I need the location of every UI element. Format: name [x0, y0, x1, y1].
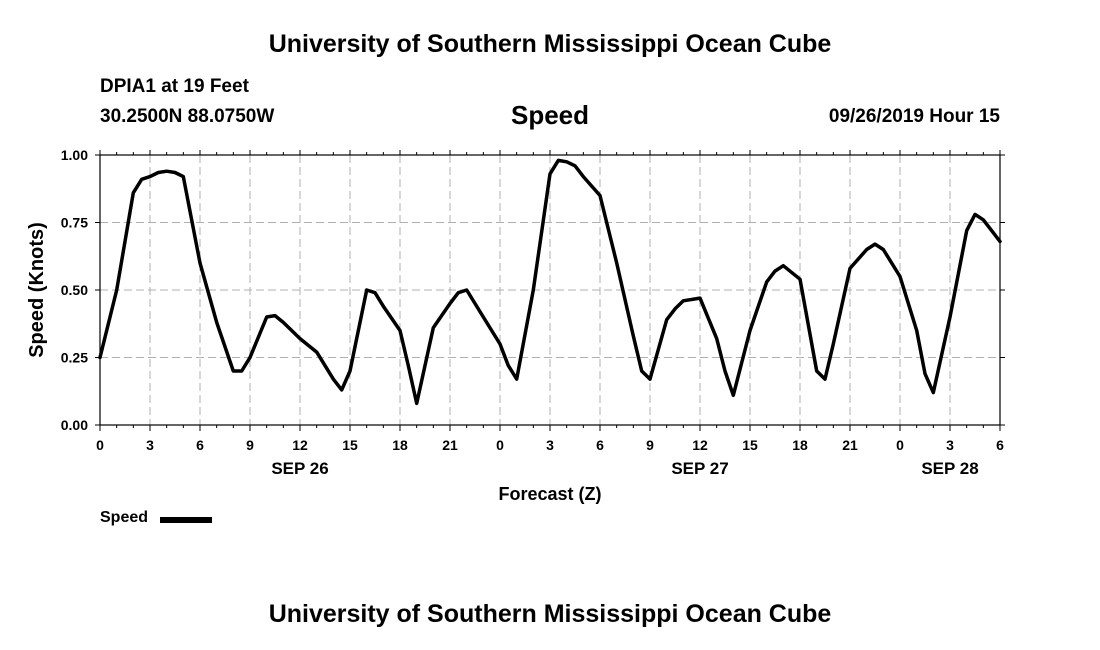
- x-tick-label: 12: [292, 437, 308, 453]
- x-tick-label: 21: [442, 437, 458, 453]
- y-tick-label: 0.75: [61, 215, 88, 231]
- x-tick-label: 6: [196, 437, 204, 453]
- y-tick-label: 0.25: [61, 350, 88, 366]
- y-tick-label: 0.50: [61, 282, 88, 298]
- x-tick-label: 18: [792, 437, 808, 453]
- x-tick-label: 9: [646, 437, 654, 453]
- axes: [95, 150, 1005, 431]
- station-label: DPIA1 at 19 Feet: [100, 76, 249, 97]
- axis-labels: Speed (Knots) Forecast (Z) 0.00 0.25 0.50 0…: [26, 147, 1004, 504]
- x-tick-label: 21: [842, 437, 858, 453]
- chart-title-top: University of Southern Mississippi Ocean…: [268, 30, 832, 58]
- x-tick-label: 9: [246, 437, 254, 453]
- speed-series-line: [98, 158, 1002, 406]
- x-tick-label: 3: [546, 437, 554, 453]
- coordinates-label: 30.2500N 88.0750W: [100, 106, 275, 127]
- x-tick-label: 15: [342, 437, 358, 453]
- x-tick-label: 0: [496, 437, 504, 453]
- x-tick-label: 15: [742, 437, 758, 453]
- plot-frame: [99, 154, 1001, 426]
- x-tick-label: 3: [146, 437, 154, 453]
- x-tick-label: 0: [896, 437, 904, 453]
- x-tick-label: 12: [692, 437, 708, 453]
- run-time-label: 09/26/2019 Hour 15: [828, 106, 1000, 127]
- x-tick-label: 6: [996, 437, 1004, 453]
- x-axis-label: Forecast (Z): [498, 484, 601, 504]
- date-label: SEP 27: [671, 459, 728, 478]
- date-label: SEP 26: [271, 459, 328, 478]
- x-tick-label: 18: [392, 437, 408, 453]
- y-tick-label: 1.00: [61, 147, 88, 163]
- y-tick-label: 0.00: [61, 417, 88, 433]
- legend-label: Speed: [100, 509, 149, 526]
- series-layer: [98, 158, 1002, 406]
- grid: [100, 155, 1000, 425]
- x-tick-label: 6: [596, 437, 604, 453]
- legend-swatch: [160, 517, 212, 523]
- x-tick-label: 3: [946, 437, 954, 453]
- chart-title-bottom: University of Southern Mississippi Ocean…: [268, 600, 832, 628]
- variable-title: Speed: [510, 100, 590, 130]
- y-axis-label: Speed (Knots): [26, 222, 48, 358]
- date-label: SEP 28: [921, 459, 978, 478]
- x-tick-label: 0: [96, 437, 104, 453]
